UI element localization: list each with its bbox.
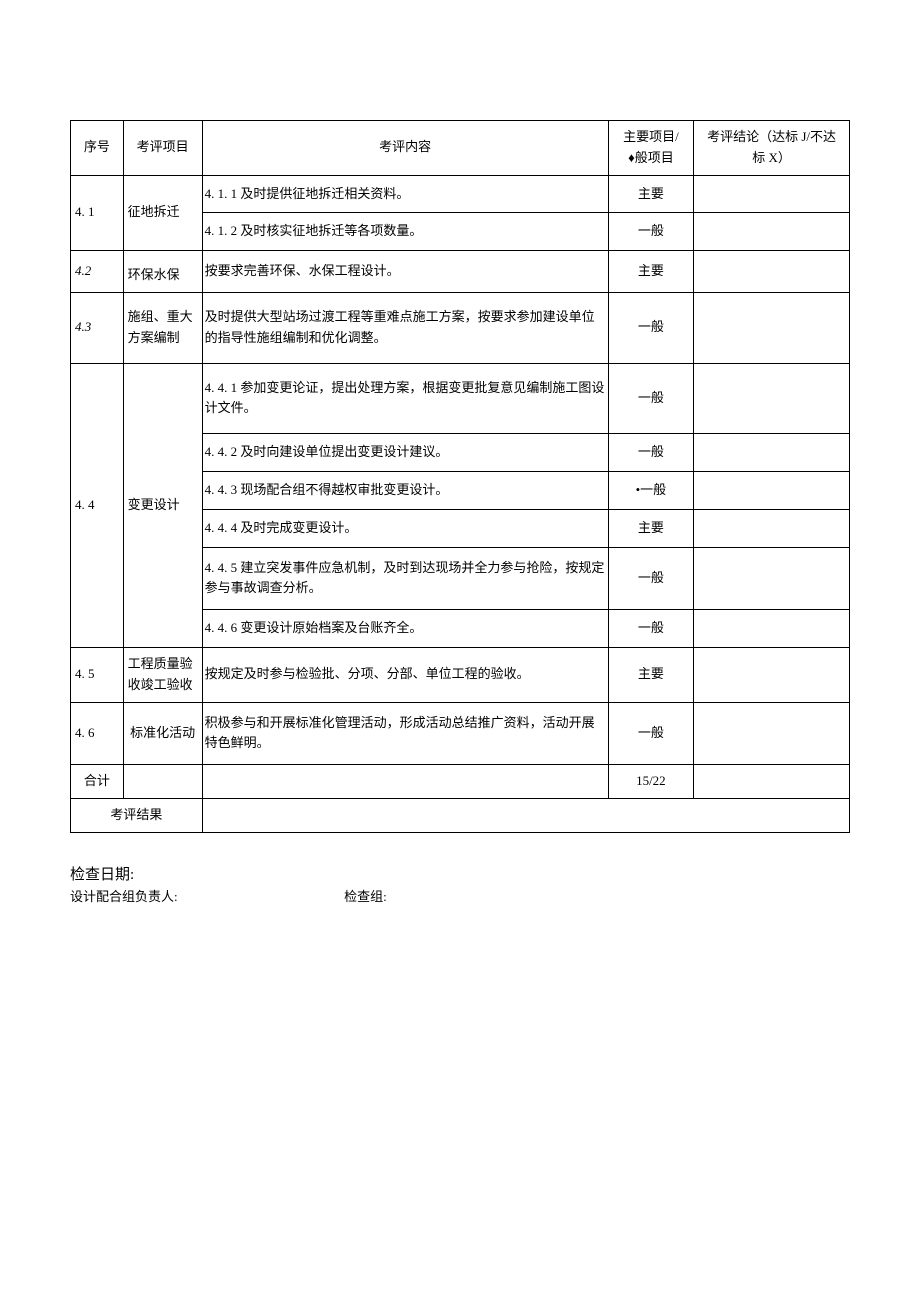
item-cell: 征地拆迁 (123, 175, 202, 251)
result-cell (694, 547, 850, 610)
item-cell: 变更设计 (123, 363, 202, 647)
item-cell: 施组、重大方案编制 (123, 292, 202, 363)
header-type: 主要项目/ ♦般项目 (608, 121, 694, 176)
type-cell: 一般 (608, 292, 694, 363)
content-cell: 按规定及时参与检验批、分项、分部、单位工程的验收。 (202, 647, 608, 702)
result-label: 考评结果 (71, 798, 203, 832)
seq-cell: 4. 6 (71, 702, 124, 765)
content-cell: 4. 1. 2 及时核实征地拆迁等各项数量。 (202, 213, 608, 251)
content-cell: 4. 4. 3 现场配合组不得越权审批变更设计。 (202, 471, 608, 509)
table-row: 4. 1 征地拆迁 4. 1. 1 及时提供征地拆迁相关资料。 主要 (71, 175, 850, 213)
content-cell: 4. 4. 6 变更设计原始档案及台账齐全。 (202, 610, 608, 648)
type-cell: 一般 (608, 702, 694, 765)
result-cell (694, 434, 850, 472)
type-cell: 主要 (608, 175, 694, 213)
type-cell: 一般 (608, 434, 694, 472)
footer: 检查日期: 设计配合组负责人: 检查组: (70, 863, 850, 905)
content-cell: 及时提供大型站场过渡工程等重难点施工方案，按要求参加建设单位的指导性施组编制和优… (202, 292, 608, 363)
total-row: 合计 15/22 (71, 765, 850, 799)
result-row: 考评结果 (71, 798, 850, 832)
table-row: 4. 5 工程质量验收竣工验收 按规定及时参与检验批、分项、分部、单位工程的验收… (71, 647, 850, 702)
result-cell (694, 509, 850, 547)
result-cell (694, 213, 850, 251)
table-row: 4.2 环保水保 按要求完善环保、水保工程设计。 主要 (71, 251, 850, 293)
header-type-line2: ♦般项目 (628, 150, 674, 165)
header-seq: 序号 (71, 121, 124, 176)
result-cell (694, 251, 850, 293)
content-cell: 4. 4. 4 及时完成变更设计。 (202, 509, 608, 547)
seq-cell: 4. 1 (71, 175, 124, 251)
content-cell: 4. 1. 1 及时提供征地拆迁相关资料。 (202, 175, 608, 213)
table-row: 4. 6 标准化活动 积极参与和开展标准化管理活动，形成活动总结推广资料，活动开… (71, 702, 850, 765)
type-cell: 一般 (608, 213, 694, 251)
header-result-line1: 考评结论（达标 J/不达 (707, 129, 836, 144)
group-label: 检查组: (344, 889, 387, 904)
seq-cell: 4.3 (71, 292, 124, 363)
seq-cell: 4.2 (71, 251, 124, 293)
table-header-row: 序号 考评项目 考评内容 主要项目/ ♦般项目 考评结论（达标 J/不达 标 X… (71, 121, 850, 176)
result-cell (694, 471, 850, 509)
check-date-label: 检查日期: (70, 863, 850, 884)
signature-line: 设计配合组负责人: 检查组: (70, 886, 850, 905)
leader-label: 设计配合组负责人: (70, 889, 178, 904)
content-cell: 按要求完善环保、水保工程设计。 (202, 251, 608, 293)
type-cell: 主要 (608, 509, 694, 547)
header-result: 考评结论（达标 J/不达 标 X） (694, 121, 850, 176)
header-type-line1: 主要项目/ (623, 129, 679, 144)
type-cell: •一般 (608, 471, 694, 509)
content-cell: 4. 4. 2 及时向建设单位提出变更设计建议。 (202, 434, 608, 472)
type-cell: 一般 (608, 363, 694, 434)
item-cell: 工程质量验收竣工验收 (123, 647, 202, 702)
header-result-line2: 标 X） (752, 150, 791, 165)
seq-cell: 4. 4 (71, 363, 124, 647)
content-cell: 积极参与和开展标准化管理活动，形成活动总结推广资料，活动开展特色鲜明。 (202, 702, 608, 765)
result-cell (694, 292, 850, 363)
table-row: 4. 4 变更设计 4. 4. 1 参加变更论证，提出处理方案，根据变更批复意见… (71, 363, 850, 434)
result-cell (694, 175, 850, 213)
content-cell: 4. 4. 1 参加变更论证，提出处理方案，根据变更批复意见编制施工图设计文件。 (202, 363, 608, 434)
type-cell: 一般 (608, 547, 694, 610)
total-value: 15/22 (608, 765, 694, 799)
content-cell: 4. 4. 5 建立突发事件应急机制，及时到达现场并全力参与抢险，按规定参与事故… (202, 547, 608, 610)
item-cell: 环保水保 (123, 251, 202, 293)
header-content: 考评内容 (202, 121, 608, 176)
total-label: 合计 (71, 765, 124, 799)
result-cell (694, 363, 850, 434)
type-cell: 主要 (608, 647, 694, 702)
evaluation-table: 序号 考评项目 考评内容 主要项目/ ♦般项目 考评结论（达标 J/不达 标 X… (70, 120, 850, 833)
result-cell (694, 647, 850, 702)
table-row: 4.3 施组、重大方案编制 及时提供大型站场过渡工程等重难点施工方案，按要求参加… (71, 292, 850, 363)
result-cell (694, 610, 850, 648)
header-item: 考评项目 (123, 121, 202, 176)
total-empty1 (123, 765, 202, 799)
total-empty2 (202, 765, 608, 799)
total-empty3 (694, 765, 850, 799)
type-cell: 主要 (608, 251, 694, 293)
type-cell: 一般 (608, 610, 694, 648)
item-cell: 标准化活动 (123, 702, 202, 765)
result-cell (694, 702, 850, 765)
result-value (202, 798, 849, 832)
seq-cell: 4. 5 (71, 647, 124, 702)
